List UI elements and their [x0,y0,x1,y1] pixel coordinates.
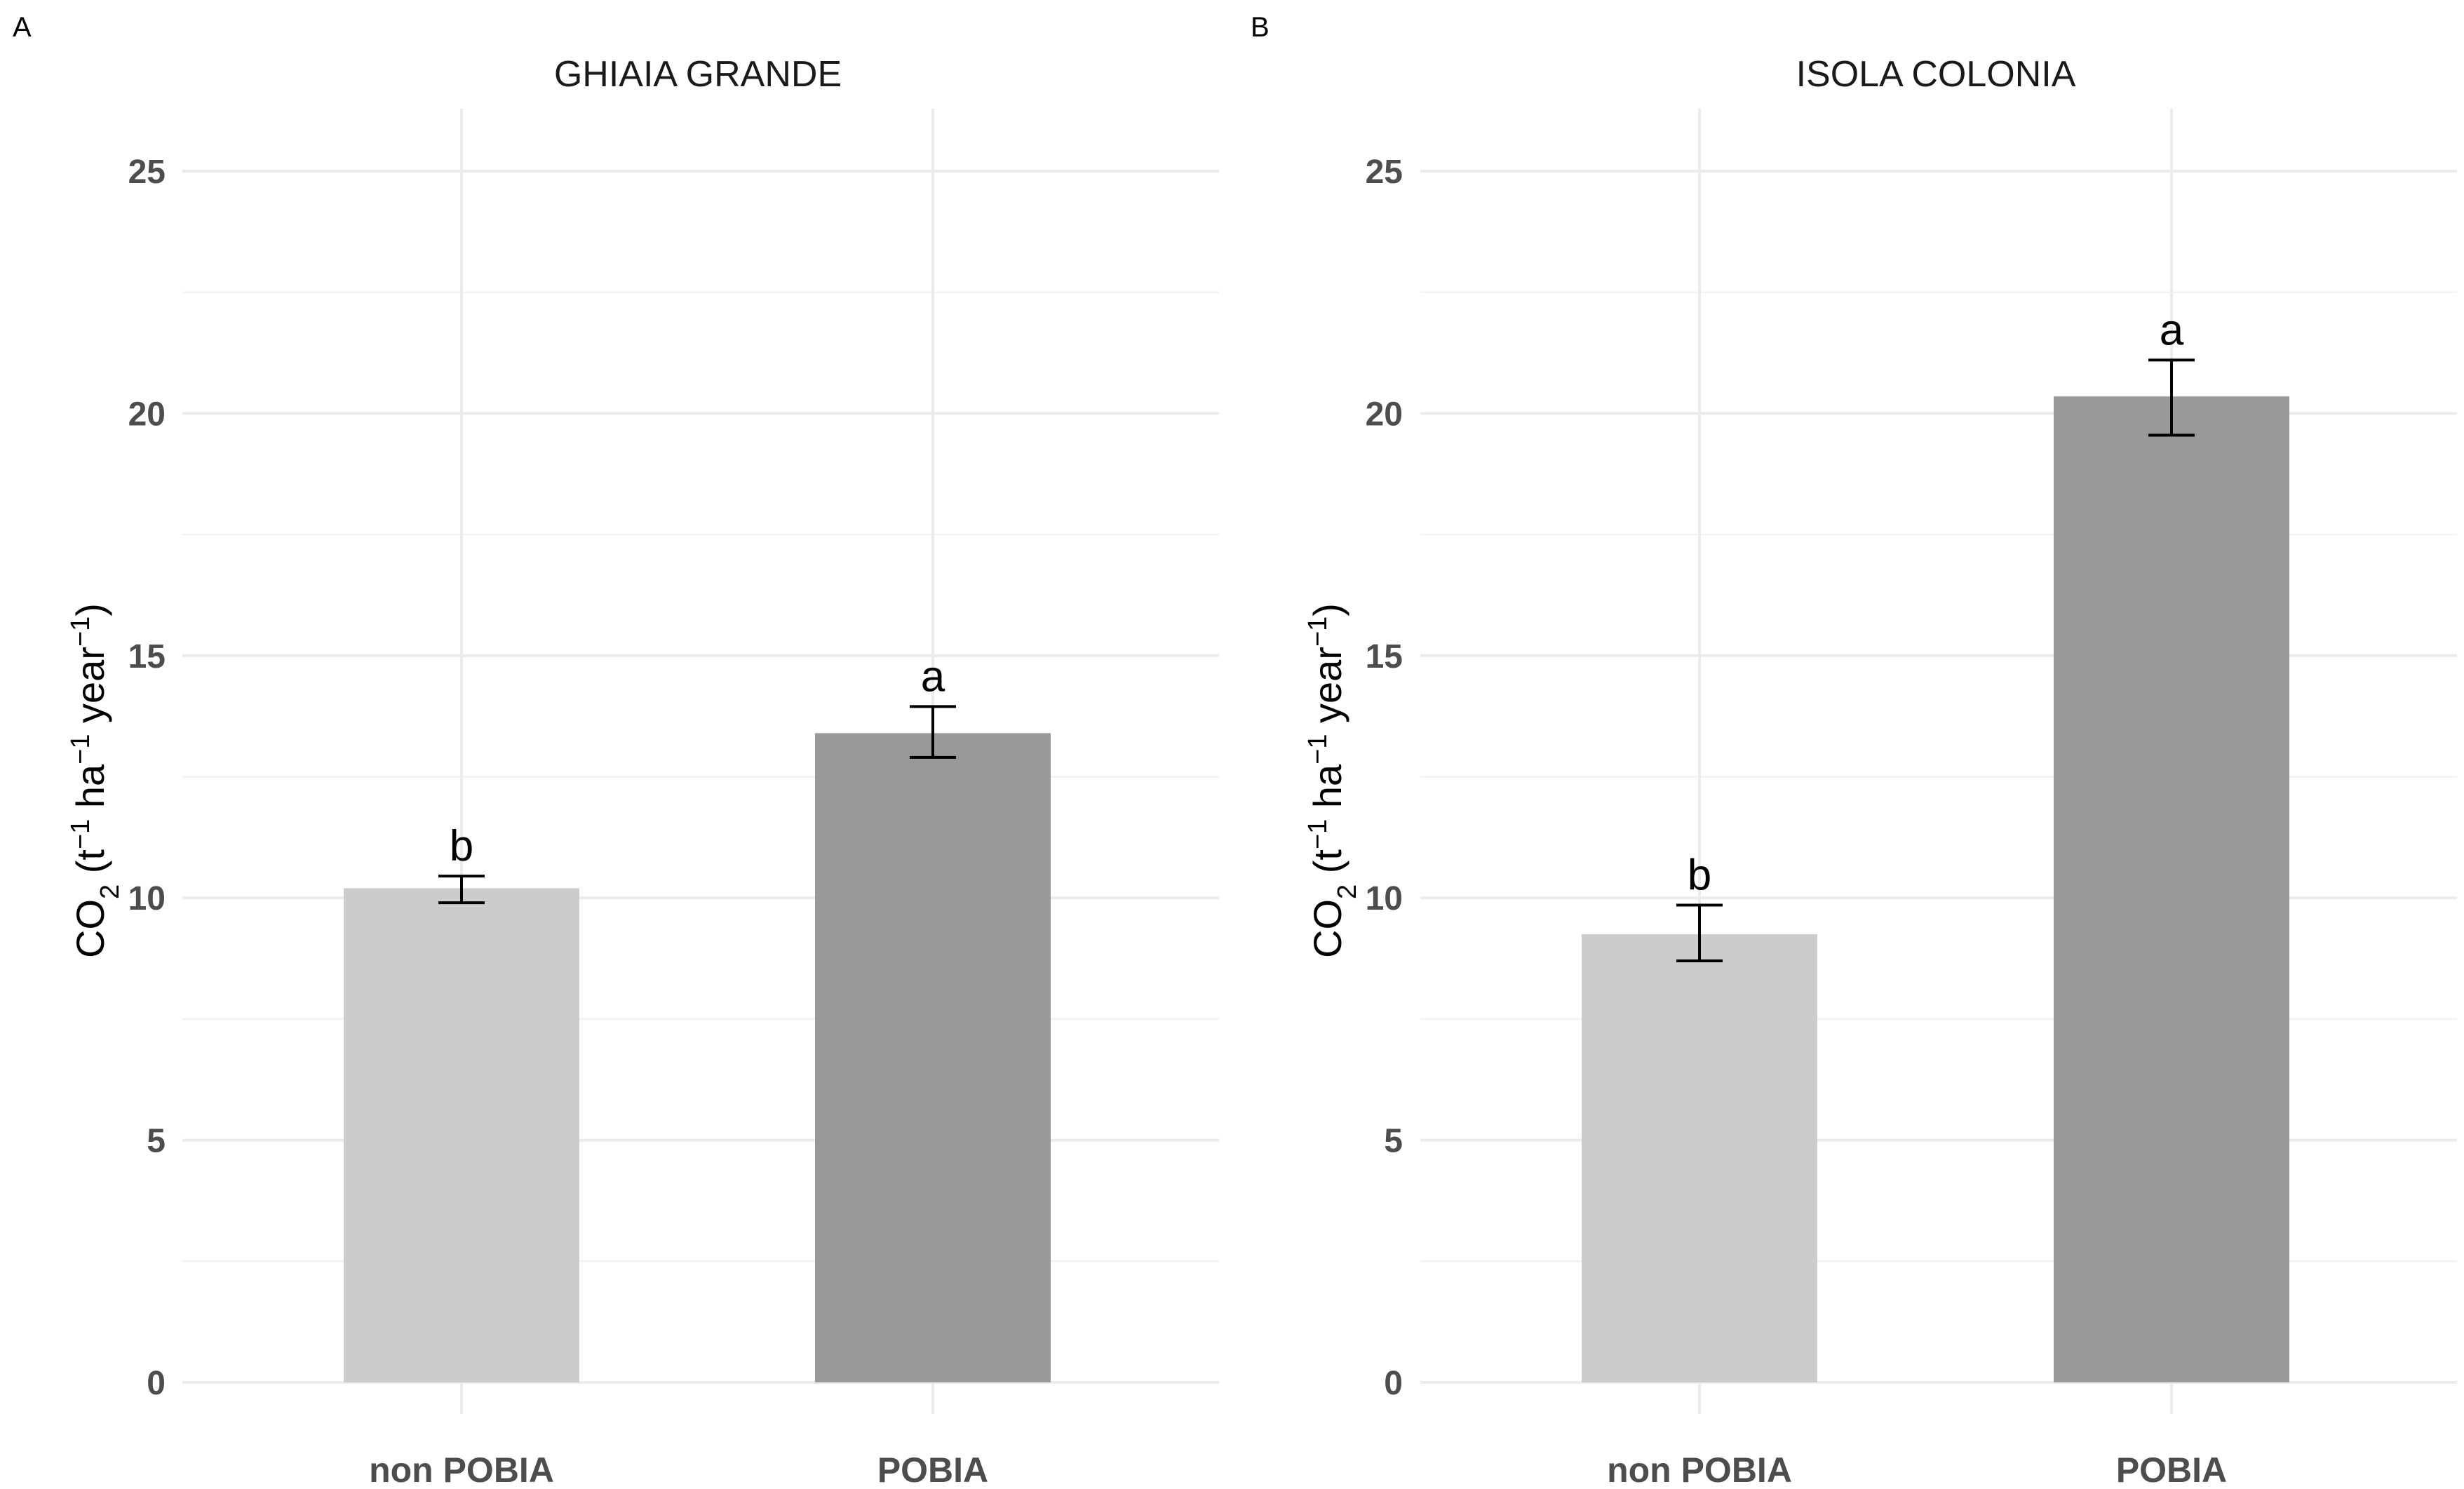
y-tick-label: 5 [1384,1123,1403,1160]
bar-pobia [815,733,1051,1382]
y-title-superscript: −1 [66,617,95,647]
y-title-subscript: 2 [95,884,125,899]
y-title-unit: year [68,647,112,734]
panel-letter: A [13,12,32,43]
chart-panel-b: B ISOLA COLONIA 0 5 10 15 20 25 b non POBIA a POBIA… [1251,12,2457,1489]
y-title-unit: ) [68,603,112,617]
significance-letter: b [1688,851,1711,900]
y-title-subscript: 2 [1333,884,1362,899]
y-axis-title: CO2 (t−1 ha−1 year−1) [1303,603,1362,958]
y-tick-label: 25 [1366,154,1403,191]
y-tick-label: 0 [147,1365,166,1402]
bar-non-pobia [1582,934,1817,1382]
y-title-base: CO [1305,899,1349,958]
y-title-superscript: −1 [1303,617,1333,647]
bar-non-pobia [344,888,579,1382]
x-tick-label: POBIA [877,1450,988,1489]
y-title-unit: year [1305,647,1349,734]
y-title-unit: ) [1305,603,1349,617]
chart-panel-a: A GHIAIA GRANDE 0 5 10 15 20 25 b non POBIA a POBIA… [13,12,1219,1489]
panel-letter: B [1251,12,1270,43]
y-title-unit: (t [68,849,112,884]
y-tick-label: 10 [128,880,166,917]
significance-letter: b [450,822,473,870]
y-title-superscript: −1 [66,734,95,764]
panel-title: GHIAIA GRANDE [554,54,842,95]
x-tick-label: non POBIA [1607,1450,1792,1489]
bar-pobia [2054,396,2289,1383]
y-tick-label: 20 [1366,396,1403,433]
y-title-base: CO [68,899,112,958]
y-title-superscript: −1 [1303,819,1333,849]
y-title-superscript: −1 [66,819,95,849]
significance-letter: a [921,652,945,701]
x-tick-label: POBIA [2116,1450,2227,1489]
y-tick-label: 0 [1384,1365,1403,1402]
y-tick-label: 5 [147,1123,166,1160]
y-title-unit: (t [1305,849,1349,884]
significance-letter: a [2160,306,2184,354]
x-tick-label: non POBIA [369,1450,554,1489]
y-tick-label: 10 [1366,880,1403,917]
panel-title: ISOLA COLONIA [1796,54,2076,95]
y-title-unit: ha [68,764,112,819]
y-tick-label: 20 [128,396,166,433]
y-axis-title: CO2 (t−1 ha−1 year−1) [66,603,125,958]
y-tick-label: 15 [128,638,166,675]
y-tick-label: 15 [1366,638,1403,675]
y-tick-label: 25 [128,154,166,191]
y-title-superscript: −1 [1303,734,1333,764]
y-title-unit: ha [1305,764,1349,819]
